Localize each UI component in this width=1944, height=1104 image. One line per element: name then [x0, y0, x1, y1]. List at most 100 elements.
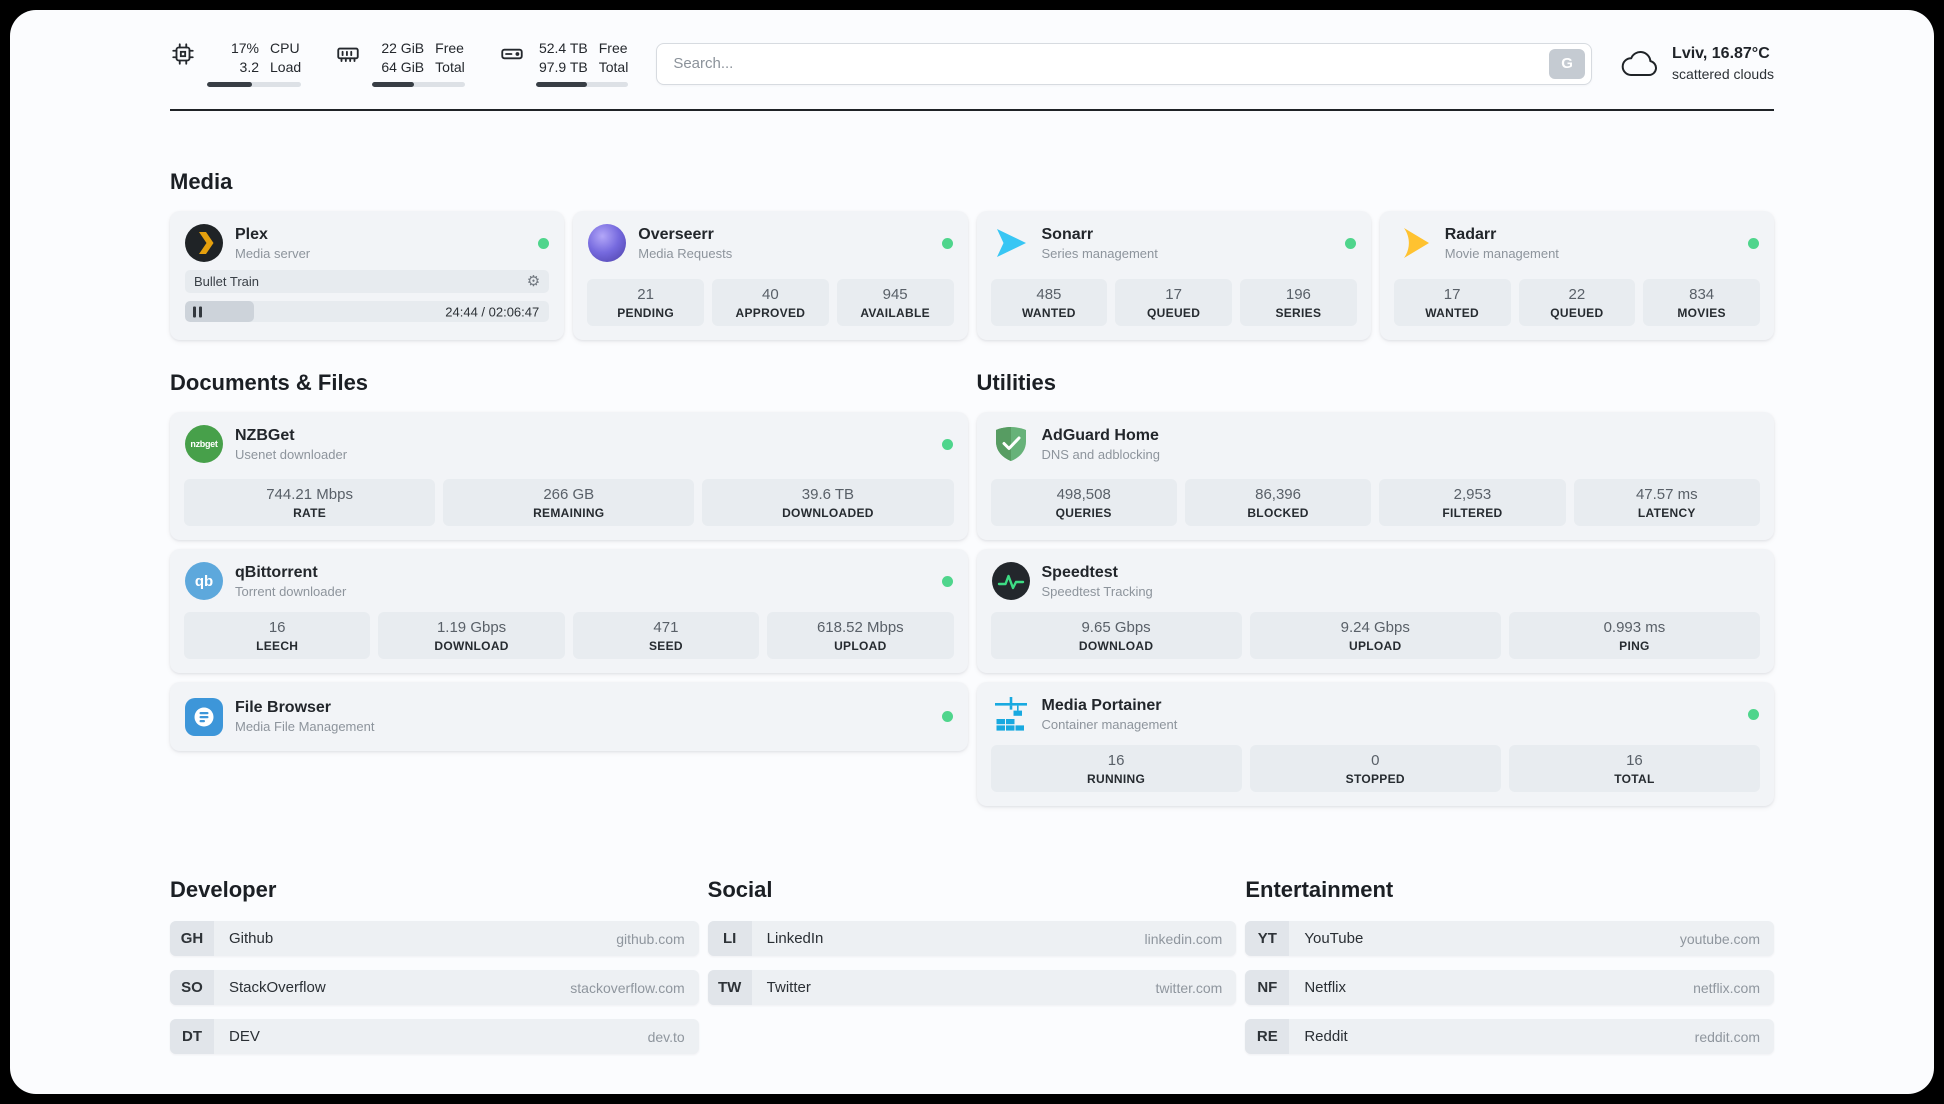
app-name: Media Portainer [1041, 696, 1162, 714]
app-name: Overseerr [638, 225, 714, 243]
app-name: Radarr [1444, 225, 1497, 243]
stat-queries: 498,508 QUERIES [990, 479, 1177, 526]
bookmark-linkedin[interactable]: LI LinkedIn linkedin.com [707, 921, 1237, 956]
ram-total-value: 64 GiB [381, 59, 425, 75]
media-section-title: Media [170, 169, 233, 194]
stat-series: 196 SERIES [1240, 279, 1357, 326]
sonarr-icon [992, 224, 1030, 262]
stat-upload: 9.24 Gbps UPLOAD [1249, 612, 1501, 659]
status-dot [1748, 237, 1759, 249]
radarr-card[interactable]: Radarr Movie management 17 WANTED 22 QUE… [1379, 211, 1774, 340]
cpu-progress-track [207, 82, 302, 87]
dashboard-panel: 17% 3.2 CPU Load [10, 10, 1934, 1094]
pause-icon[interactable] [193, 306, 202, 317]
stat-movies: 834 MOVIES [1643, 279, 1760, 326]
app-subtitle: Media File Management [235, 719, 375, 734]
app-subtitle: DNS and adblocking [1041, 446, 1161, 462]
qbittorrent-icon: qb [185, 562, 223, 600]
system-monitors: 17% 3.2 CPU Load [170, 40, 629, 87]
developer-section: Developer GH Github github.com SO StackO… [170, 877, 699, 1068]
utilities-section-title: Utilities [976, 370, 1056, 395]
bookmark-youtube[interactable]: YT YouTube youtube.com [1245, 921, 1775, 956]
app-subtitle: Usenet downloader [235, 446, 348, 462]
playback-progress-bar[interactable]: 24:44 / 02:06:47 [185, 301, 550, 322]
stat-blocked: 86,396 BLOCKED [1184, 479, 1372, 526]
status-dot [941, 237, 953, 249]
sonarr-card[interactable]: Sonarr Series management 485 WANTED 17 Q… [976, 211, 1371, 340]
plex-icon [185, 224, 223, 262]
stat-leech: 16 LEECH [184, 612, 371, 659]
app-subtitle: Media Requests [638, 245, 733, 261]
bookmark-stackoverflow[interactable]: SO StackOverflow stackoverflow.com [170, 970, 699, 1005]
linkedin-icon: LI [707, 921, 752, 956]
cpu-progress-fill [207, 82, 253, 87]
app-subtitle: Media server [235, 245, 311, 261]
stat-remaining: 266 GB REMAINING [443, 479, 695, 526]
app-name: AdGuard Home [1041, 426, 1159, 444]
stat-running: 16 RUNNING [990, 745, 1242, 792]
overseerr-card[interactable]: Overseerr Media Requests 21 PENDING 40 A… [573, 211, 968, 340]
cpu-usage-value: 17% [230, 40, 259, 56]
bookmark-dev[interactable]: DT DEV dev.to [170, 1019, 699, 1054]
hard-drive-icon [499, 41, 525, 67]
status-dot [941, 438, 953, 450]
disk-total-value: 97.9 TB [538, 59, 588, 75]
speedtest-card[interactable]: Speedtest Speedtest Tracking 9.65 Gbps D… [976, 549, 1774, 673]
cloud-icon [1620, 47, 1660, 81]
media-section: Media Plex Media server [170, 169, 1774, 340]
nzbget-icon: nzbget [185, 425, 223, 463]
adguard-shield-icon [992, 425, 1030, 463]
app-name: Plex [235, 225, 268, 243]
documents-section-title: Documents & Files [170, 370, 369, 395]
stat-upload: 618.52 Mbps UPLOAD [767, 612, 954, 659]
filebrowser-icon [185, 697, 223, 736]
portainer-card[interactable]: Media Portainer Container management 16 … [976, 682, 1774, 806]
playback-progress-fill [185, 301, 255, 322]
status-dot [941, 711, 953, 722]
developer-section-title: Developer [170, 877, 277, 902]
ram-progress-fill [372, 82, 414, 87]
search-input[interactable] [673, 55, 1550, 72]
status-dot [1748, 708, 1759, 720]
status-dot [1344, 237, 1356, 249]
app-name: qBittorrent [235, 563, 318, 581]
cpu-load-value: 3.2 [239, 59, 259, 75]
stat-stopped: 0 STOPPED [1249, 745, 1501, 792]
bookmark-github[interactable]: GH Github github.com [170, 921, 699, 956]
bookmark-reddit[interactable]: RE Reddit reddit.com [1245, 1019, 1775, 1054]
search-bar: G [656, 42, 1593, 85]
disk-label-2: Total [598, 59, 629, 75]
stat-download: 9.65 Gbps DOWNLOAD [990, 612, 1242, 659]
stat-queued: 22 QUEUED [1518, 279, 1636, 326]
adguard-card[interactable]: AdGuard Home DNS and adblocking 498,508 … [976, 412, 1774, 540]
ram-progress-track [372, 82, 465, 87]
stat-pending: 21 PENDING [587, 279, 704, 326]
disk-label-1: Free [598, 40, 628, 56]
youtube-icon: YT [1245, 921, 1290, 956]
stat-seed: 471 SEED [572, 612, 760, 659]
radarr-icon [1395, 224, 1433, 262]
stat-rate: 744.21 Mbps RATE [184, 479, 436, 526]
speedtest-icon [991, 562, 1030, 600]
stat-approved: 40 APPROVED [712, 279, 829, 326]
bookmark-netflix[interactable]: NF Netflix netflix.com [1245, 970, 1775, 1005]
plex-card[interactable]: Plex Media server Bullet Train ⚙ 24:44 /… [170, 211, 565, 340]
nzbget-card[interactable]: nzbget NZBGet Usenet downloader 744.21 M… [170, 412, 968, 540]
disk-progress-fill [535, 82, 587, 87]
filebrowser-card[interactable]: File Browser Media File Management [170, 682, 968, 751]
qbittorrent-card[interactable]: qb qBittorrent Torrent downloader 16 LEE… [170, 549, 968, 673]
bookmark-twitter[interactable]: TW Twitter twitter.com [707, 970, 1237, 1005]
header: 17% 3.2 CPU Load [170, 40, 1774, 87]
app-subtitle: Container management [1041, 716, 1178, 732]
stat-download: 1.19 Gbps DOWNLOAD [378, 612, 565, 659]
search-engine-button[interactable]: G [1549, 48, 1586, 79]
cpu-label-2: Load [270, 59, 302, 75]
stat-wanted: 17 WANTED [1393, 279, 1511, 326]
disk-monitor: 52.4 TB 97.9 TB Free Total [499, 40, 629, 87]
twitter-icon: TW [707, 970, 752, 1005]
app-name: NZBGet [235, 426, 295, 444]
stat-latency: 47.57 ms LATENCY [1573, 479, 1760, 526]
stat-downloaded: 39.6 TB DOWNLOADED [702, 479, 954, 526]
disk-progress-track [535, 82, 629, 87]
gear-icon[interactable]: ⚙ [526, 273, 541, 290]
